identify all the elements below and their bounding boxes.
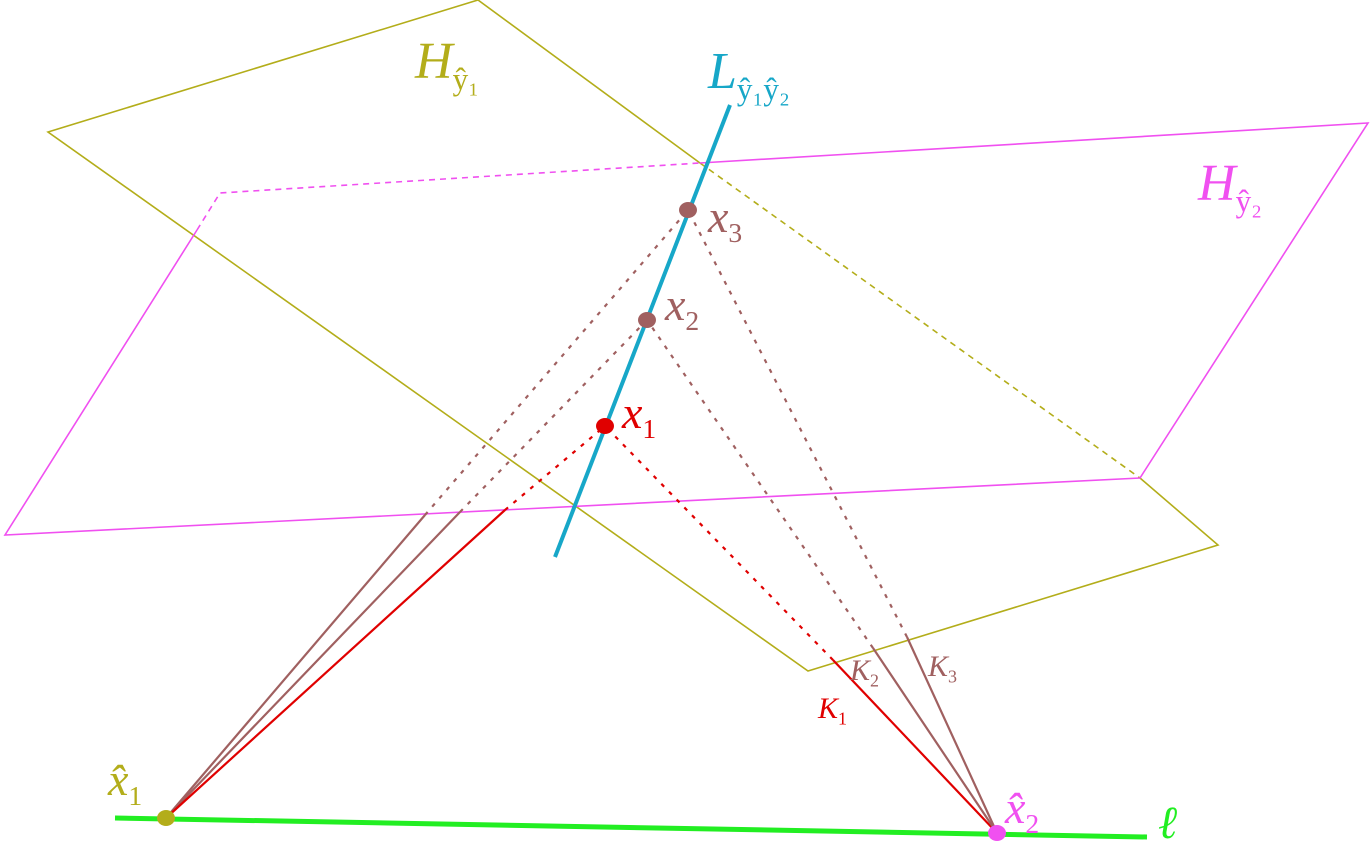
plane-h1-edge bbox=[46, 0, 1220, 672]
label-line: Lŷ₁ŷ₂ bbox=[707, 43, 790, 106]
ray-hidden bbox=[604, 425, 834, 661]
label-k1: K1 bbox=[817, 692, 847, 729]
ray-hidden bbox=[687, 209, 908, 638]
label-xhat2: x̂2 bbox=[1004, 782, 1039, 839]
ray bbox=[872, 647, 998, 834]
ray-hidden bbox=[646, 319, 874, 649]
plane-h2-hidden-edge bbox=[196, 162, 701, 231]
point-x2 bbox=[638, 312, 656, 328]
point-x3 bbox=[679, 202, 697, 218]
point-xhat2 bbox=[988, 825, 1006, 841]
label-subscript: 3 bbox=[728, 217, 742, 248]
label-main: x bbox=[707, 191, 729, 242]
label-main: H bbox=[1197, 155, 1238, 212]
label-subscript: 2 bbox=[870, 671, 879, 691]
label-main: x̂ bbox=[107, 754, 129, 805]
label-plane2: Hŷ₂ bbox=[1197, 155, 1262, 218]
label-main: x bbox=[664, 279, 686, 330]
label-plane1: Hŷ₁ bbox=[414, 33, 479, 96]
label-main: K bbox=[849, 654, 872, 687]
ray-hidden bbox=[424, 209, 689, 516]
label-k3: K3 bbox=[927, 650, 957, 687]
label-subscript: 2 bbox=[1025, 808, 1039, 839]
label-main: x bbox=[621, 387, 643, 438]
line-ell bbox=[114, 815, 1148, 840]
label-subscript: 1 bbox=[642, 413, 656, 444]
ray bbox=[832, 659, 998, 834]
points bbox=[157, 202, 1006, 841]
label-subscript: 1 bbox=[128, 780, 142, 811]
label-subscript: 2 bbox=[685, 305, 699, 336]
plane-h2-edge bbox=[3, 122, 1370, 536]
label-x3: x3 bbox=[707, 191, 742, 248]
label-main: x̂ bbox=[1004, 782, 1026, 833]
plane-h1-hidden-edge bbox=[699, 162, 1141, 479]
label-main: L bbox=[707, 43, 737, 100]
label-main: H bbox=[414, 33, 455, 90]
ray bbox=[906, 636, 998, 834]
planes bbox=[3, 0, 1370, 672]
line-l bbox=[553, 104, 732, 558]
label-main: ℓ bbox=[1158, 797, 1178, 848]
point-x1 bbox=[596, 418, 614, 434]
ray bbox=[165, 514, 426, 819]
label-subscript: 1 bbox=[838, 709, 847, 729]
label-x1: x1 bbox=[621, 387, 656, 444]
point-xhat1 bbox=[157, 810, 175, 826]
label-xhat1: x̂1 bbox=[107, 754, 142, 811]
label-x2: x2 bbox=[664, 279, 699, 336]
label-subscript: ŷ₂ bbox=[1236, 183, 1262, 218]
label-main: K bbox=[817, 692, 840, 725]
label-k2: K2 bbox=[849, 654, 879, 691]
label-subscript: ŷ₁ŷ₂ bbox=[737, 71, 790, 106]
label-main: K bbox=[927, 650, 950, 683]
ray-hidden bbox=[459, 319, 648, 513]
ray bbox=[165, 511, 461, 819]
label-ell: ℓ bbox=[1158, 797, 1178, 848]
rays bbox=[165, 209, 998, 834]
label-subscript: ŷ₁ bbox=[453, 61, 479, 96]
ray bbox=[165, 509, 506, 819]
label-subscript: 3 bbox=[948, 667, 957, 687]
